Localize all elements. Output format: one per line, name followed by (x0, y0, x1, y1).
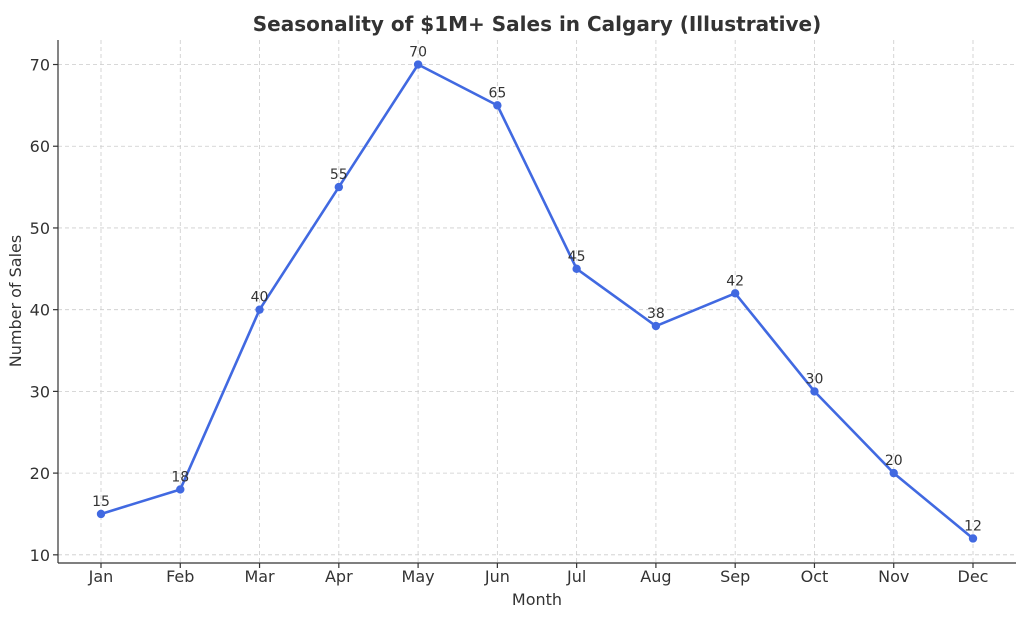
data-point (889, 468, 898, 478)
y-axis-label: Number of Sales (6, 235, 25, 367)
data-label: 70 (409, 45, 427, 61)
data-label: 40 (251, 290, 269, 306)
data-label: 42 (726, 273, 744, 289)
x-tick-label: Jul (566, 567, 586, 586)
data-label: 55 (330, 167, 348, 183)
data-point (255, 305, 264, 314)
data-label: 18 (171, 469, 189, 485)
x-tick-label: Feb (166, 567, 194, 586)
y-tick-label: 30 (30, 382, 50, 401)
x-tick-label: Sep (720, 567, 750, 586)
axes (57, 40, 1016, 564)
data-label: 20 (885, 453, 903, 469)
data-labels: 15 18 40 55 70 65 45 38 42 30 20 12 (92, 45, 982, 535)
data-point (334, 182, 344, 192)
data-label: 65 (488, 85, 506, 101)
data-point (730, 289, 740, 298)
x-tick-label: Apr (325, 567, 353, 586)
series-line (100, 63, 974, 540)
data-point (968, 534, 978, 543)
data-label: 15 (92, 494, 110, 510)
x-axis-label: Month (512, 590, 562, 609)
data-point (651, 321, 661, 331)
x-axis-ticks: Jan Feb Mar Apr May Jun Jul Aug Sep Oct Nov Dec (88, 563, 989, 586)
data-label: 12 (964, 518, 982, 534)
chart-title: Seasonality of $1M+ Sales in Calgary (Il… (253, 12, 821, 36)
data-label: 45 (568, 249, 586, 265)
y-axis-ticks: 10 20 30 40 50 60 70 (30, 56, 58, 565)
x-tick-label: Dec (958, 567, 989, 586)
series-group (96, 60, 978, 543)
data-point (493, 101, 502, 110)
y-tick-label: 60 (30, 137, 50, 156)
y-tick-label: 40 (30, 301, 50, 320)
y-tick-label: 10 (30, 546, 50, 565)
data-point (413, 60, 423, 69)
data-point (176, 485, 185, 494)
x-tick-label: Aug (640, 567, 671, 586)
x-tick-label: Oct (801, 567, 829, 586)
x-tick-label: Jan (88, 567, 114, 586)
x-tick-label: Jun (484, 567, 510, 586)
grid-lines (58, 40, 1016, 563)
x-tick-label: May (402, 567, 435, 586)
data-label: 38 (647, 306, 665, 322)
y-tick-label: 70 (30, 56, 50, 75)
data-label: 30 (806, 371, 824, 387)
data-point (96, 509, 106, 519)
data-point (572, 264, 581, 274)
y-tick-label: 50 (30, 219, 50, 238)
x-tick-label: Mar (244, 567, 275, 586)
x-tick-label: Nov (878, 567, 909, 586)
data-point (810, 387, 819, 396)
y-tick-label: 20 (30, 464, 50, 483)
